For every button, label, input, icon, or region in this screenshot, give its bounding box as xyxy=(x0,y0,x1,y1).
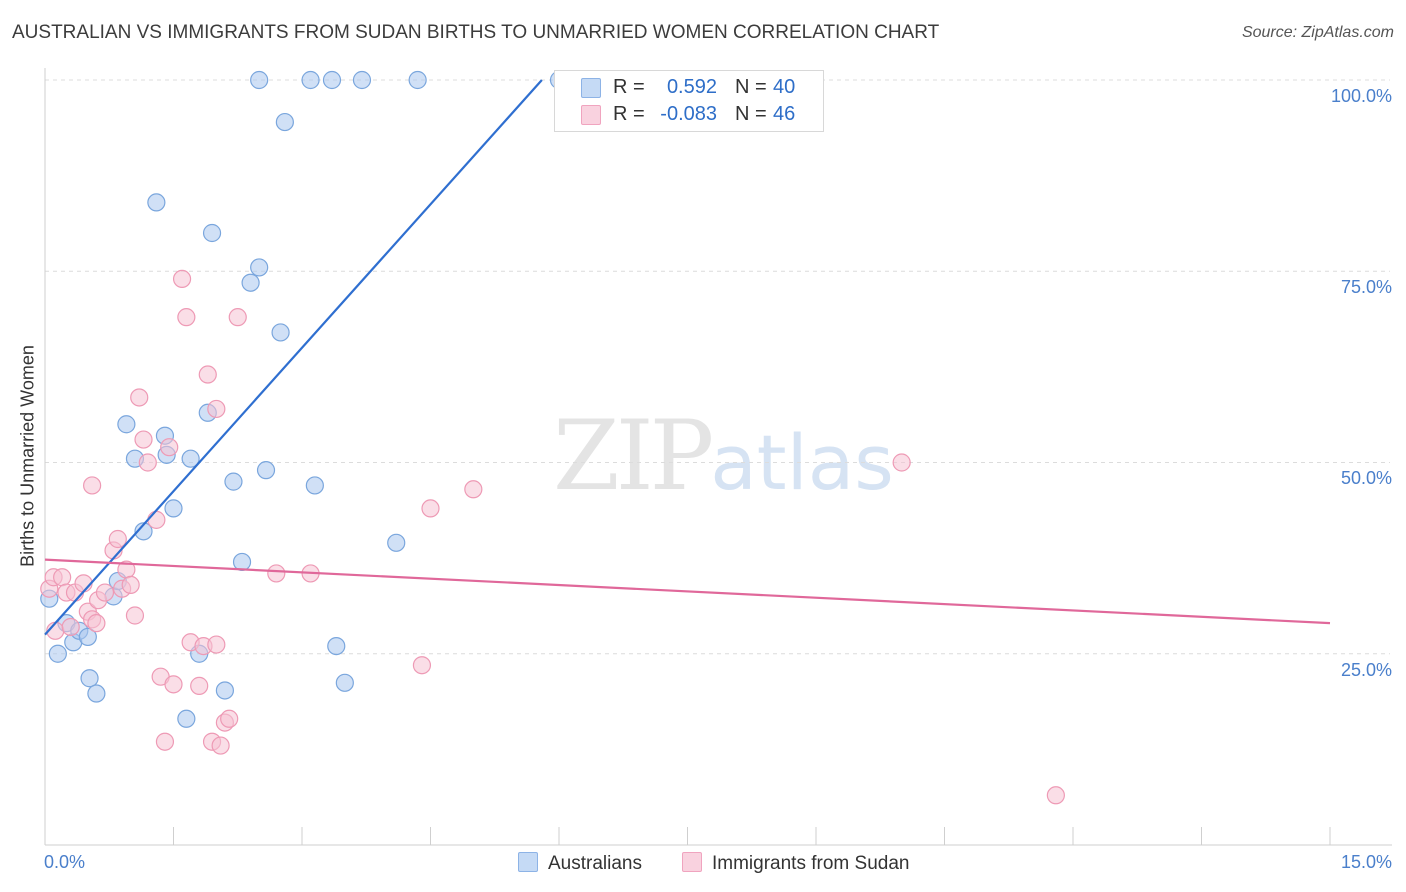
point-australians-28 xyxy=(271,323,290,342)
point-australians-16 xyxy=(164,499,183,518)
point-australians-17 xyxy=(177,709,196,728)
point-australians-10 xyxy=(117,415,136,434)
point-sudan-34 xyxy=(207,635,226,654)
point-sudan-20 xyxy=(134,430,153,449)
legend-swatch-australians xyxy=(518,852,538,872)
point-sudan-46 xyxy=(1046,786,1065,805)
point-sudan-43 xyxy=(421,499,440,518)
point-australians-34 xyxy=(305,476,324,495)
point-australians-21 xyxy=(202,223,222,243)
point-sudan-44 xyxy=(464,480,483,499)
australians-swatch xyxy=(581,78,601,98)
point-australians-30 xyxy=(250,70,269,90)
point-sudan-25 xyxy=(160,438,179,457)
y-tick-label-75: 75.0% xyxy=(1340,277,1392,297)
point-sudan-26 xyxy=(164,675,183,694)
point-australians-29 xyxy=(275,112,294,132)
point-australians-35 xyxy=(327,636,346,656)
point-australians-24 xyxy=(232,552,252,572)
point-australians-38 xyxy=(408,70,427,90)
point-sudan-22 xyxy=(147,510,166,529)
r-label: R = xyxy=(613,76,645,98)
n-label: N = xyxy=(735,103,767,125)
chart-title: AUSTRALIAN VS IMMIGRANTS FROM SUDAN BIRT… xyxy=(12,22,940,43)
point-australians-6 xyxy=(80,669,99,688)
australians-r-value: 0.592 xyxy=(666,76,717,98)
point-sudan-30 xyxy=(190,676,209,695)
point-australians-18 xyxy=(181,449,200,468)
y-tick-label-50: 50.0% xyxy=(1340,468,1392,488)
stats-legend: R = 0.592 N = 40 R = -0.083 N = 46 xyxy=(554,70,824,132)
point-sudan-27 xyxy=(172,269,192,288)
sudan-swatch xyxy=(581,105,601,125)
stats-legend-row-australians: R = 0.592 N = 40 xyxy=(555,74,823,100)
point-australians-33 xyxy=(352,70,372,90)
point-australians-36 xyxy=(335,673,354,692)
point-sudan-5 xyxy=(61,617,80,637)
sudan-n-value: 46 xyxy=(773,103,796,125)
watermark-zip: ZIP xyxy=(553,400,714,512)
trendline-sudan xyxy=(44,558,1331,625)
legend-label-sudan: Immigrants from Sudan xyxy=(712,853,910,874)
stats-legend-row-sudan: R = -0.083 N = 46 xyxy=(555,101,823,127)
legend-swatch-sudan xyxy=(682,852,702,872)
x-tick-label-min: 0.0% xyxy=(44,852,86,872)
point-australians-31 xyxy=(301,70,320,90)
y-tick-label-25: 25.0% xyxy=(1340,660,1392,680)
point-sudan-45 xyxy=(892,453,911,472)
trendline-australians xyxy=(44,79,543,636)
n-label: N = xyxy=(735,76,767,98)
point-sudan-17 xyxy=(121,575,140,595)
point-sudan-40 xyxy=(267,564,286,583)
point-sudan-24 xyxy=(155,732,175,751)
point-sudan-12 xyxy=(95,583,115,602)
point-australians-11 xyxy=(134,522,153,541)
legend-item-australians: Australians xyxy=(518,852,642,875)
point-sudan-19 xyxy=(130,388,149,407)
point-sudan-47 xyxy=(207,399,226,419)
point-sudan-14 xyxy=(108,529,127,549)
chart-source: Source: ZipAtlas.com xyxy=(1241,24,1394,41)
point-australians-26 xyxy=(250,258,269,277)
point-australians-1 xyxy=(48,644,67,663)
point-australians-27 xyxy=(256,461,276,480)
x-tick-label-max: 15.0% xyxy=(1340,852,1392,872)
y-tick-label-100: 100.0% xyxy=(1330,86,1392,106)
point-sudan-42 xyxy=(412,656,432,675)
australians-n-value: 40 xyxy=(773,76,796,98)
point-sudan-37 xyxy=(220,709,239,728)
point-australians-23 xyxy=(224,472,243,491)
point-australians-22 xyxy=(215,681,234,700)
point-sudan-21 xyxy=(138,453,157,472)
point-sudan-39 xyxy=(83,476,102,495)
legend-item-sudan: Immigrants from Sudan xyxy=(682,852,909,875)
point-australians-25 xyxy=(241,273,260,292)
point-australians-7 xyxy=(87,684,106,703)
point-sudan-28 xyxy=(177,308,196,327)
point-sudan-32 xyxy=(198,365,217,384)
r-label: R = xyxy=(613,103,645,125)
point-australians-13 xyxy=(147,193,166,212)
point-sudan-35 xyxy=(211,736,230,755)
point-sudan-10 xyxy=(87,614,106,633)
legend-label-australians: Australians xyxy=(548,853,642,874)
point-australians-37 xyxy=(387,533,406,552)
point-sudan-3 xyxy=(53,568,72,587)
point-sudan-18 xyxy=(125,606,145,625)
point-australians-32 xyxy=(322,70,342,90)
sudan-r-value: -0.083 xyxy=(660,103,717,125)
point-australians-5 xyxy=(78,627,97,647)
point-sudan-38 xyxy=(228,308,247,327)
